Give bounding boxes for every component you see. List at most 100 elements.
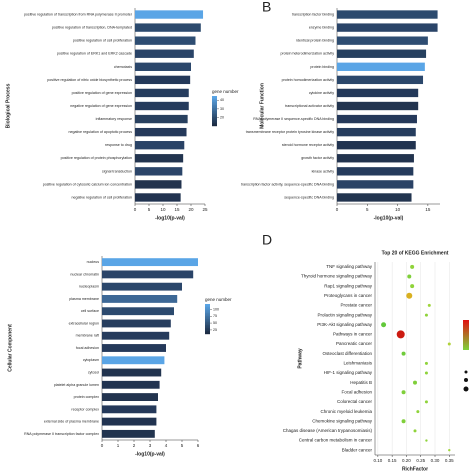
dot	[427, 303, 431, 307]
colorbar-label: 75	[213, 314, 217, 318]
bar	[135, 88, 189, 98]
y-tick-label: nucleoplasm	[79, 285, 99, 289]
colorbar-step	[212, 111, 217, 113]
y-tick-label: Chemokine signaling pathway	[312, 418, 373, 423]
colorbar-step	[205, 304, 210, 306]
colorbar-step	[205, 320, 210, 323]
x-tick-label: 15	[425, 207, 431, 212]
y-tick-label: transcription factor activity, sequence-…	[241, 182, 334, 186]
bar	[102, 258, 198, 267]
colorbar-step	[212, 118, 217, 121]
x-axis-label: -log10(p-val)	[135, 451, 165, 457]
bar	[337, 23, 438, 32]
colorbar-label: 100	[213, 307, 219, 311]
colorbar-step	[205, 322, 210, 324]
y-tick-label: TNF signaling pathway	[326, 264, 373, 269]
y-tick-label: sequence-specific DNA binding	[284, 195, 334, 199]
y-tick-label: enzyme binding	[309, 26, 334, 30]
dot	[407, 274, 412, 279]
bar	[102, 405, 157, 414]
dot	[425, 439, 428, 442]
colorbar-step	[212, 114, 217, 116]
y-tick-label: positive regulation of gene expression	[72, 91, 132, 95]
y-tick-label: Central carbon metabolism in cancer	[299, 438, 373, 443]
y-tick-label: cytosol	[88, 370, 99, 374]
y-tick-label: extracellular region	[69, 321, 99, 325]
colorbar-step	[205, 328, 210, 330]
dot	[447, 342, 451, 346]
colorbar-step	[205, 311, 210, 314]
y-tick-label: Bladder cancer	[342, 447, 373, 452]
x-tick-label: 4	[165, 443, 168, 448]
y-tick-label: negative regulation of apoptotic process	[68, 130, 132, 134]
bar	[337, 75, 424, 85]
dot	[413, 380, 417, 385]
x-tick-label: 1	[117, 443, 120, 448]
legend-title: gene number	[205, 297, 232, 302]
colorbar-step	[205, 305, 210, 308]
colorbar-label: 40	[220, 98, 224, 102]
y-tick-label: positive regulation of ERK1 and ERK2 cas…	[57, 52, 132, 56]
y-tick-label: chemotaxis	[114, 65, 132, 69]
y-tick-label: cytoplasm	[83, 358, 99, 362]
colorbar-label: 30	[220, 107, 224, 111]
dot	[416, 410, 420, 414]
bar	[135, 127, 187, 137]
colorbar-step	[212, 97, 217, 100]
y-tick-label: Prostate cancer	[340, 303, 372, 308]
qvalue-colorbar	[463, 320, 469, 350]
colorbar-step	[212, 109, 217, 112]
colorbar-step	[212, 115, 217, 118]
colorbar-step	[212, 120, 217, 122]
y-tick-label: Pancreatic cancer	[336, 341, 373, 346]
bar	[135, 167, 183, 176]
bar	[337, 49, 427, 58]
y-tick-label: negative regulation of cell proliferatio…	[71, 195, 132, 199]
panel-label: D	[262, 232, 272, 248]
y-axis-label: Pathway	[297, 348, 303, 369]
colorbar-step	[212, 123, 217, 125]
y-tick-label: PI3K-Akt signaling pathway	[317, 322, 373, 327]
bar	[337, 167, 414, 176]
colorbar-step	[205, 331, 210, 333]
colorbar-step	[205, 313, 210, 315]
y-tick-label: protein homodimerization activity	[282, 78, 335, 82]
bar	[135, 114, 188, 124]
colorbar-label: 50	[213, 321, 217, 325]
bar	[337, 10, 438, 19]
y-tick-label: protein heterodimerization activity	[280, 52, 334, 56]
y-tick-label: RNA polymerase II sequence-specific DNA …	[253, 117, 334, 121]
dot	[410, 264, 415, 269]
bar	[102, 429, 155, 438]
x-tick-label: 0	[336, 207, 339, 212]
y-tick-label: positive regulation of transcription, DN…	[52, 26, 132, 30]
colorbar-step	[205, 317, 210, 320]
colorbar-step	[205, 307, 210, 309]
bar	[102, 393, 158, 401]
y-tick-label: Osteoclast differentiation	[323, 351, 373, 356]
colorbar-step	[205, 326, 210, 329]
dot	[424, 371, 428, 375]
bar	[102, 270, 194, 279]
dot	[410, 284, 415, 289]
x-tick-label: 15	[174, 207, 180, 212]
colorbar-step	[205, 323, 210, 326]
colorbar-step	[205, 316, 210, 318]
y-tick-label: nucleus	[87, 260, 100, 264]
bar	[102, 307, 174, 316]
bar	[135, 154, 184, 163]
y-tick-label: nuclear chromatin	[70, 272, 99, 276]
y-tick-label: cell surface	[81, 309, 99, 313]
x-tick-label: 25	[202, 207, 208, 212]
colorbar-step	[205, 319, 210, 321]
colorbar-step	[205, 308, 210, 311]
y-tick-label: RNA polymerase II transcription factor c…	[24, 432, 99, 436]
dot	[401, 351, 406, 356]
size-key	[464, 370, 468, 374]
bar	[102, 331, 170, 340]
bar	[135, 62, 191, 71]
colorbar-step	[212, 108, 217, 110]
y-tick-label: transcriptional activator activity	[285, 104, 334, 108]
bar	[135, 193, 181, 202]
colorbar-step	[212, 112, 217, 115]
